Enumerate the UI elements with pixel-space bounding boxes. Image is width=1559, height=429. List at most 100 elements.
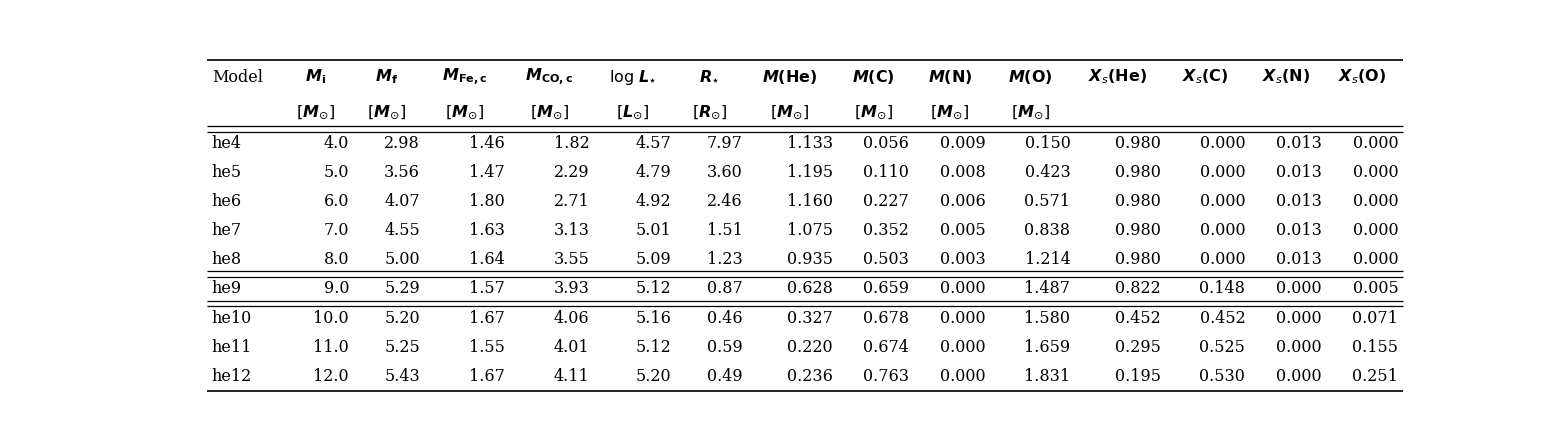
Text: 0.013: 0.013 — [1275, 135, 1322, 152]
Text: 12.0: 12.0 — [313, 368, 349, 385]
Text: 0.46: 0.46 — [706, 310, 742, 326]
Text: 0.503: 0.503 — [864, 251, 909, 269]
Text: 4.06: 4.06 — [553, 310, 589, 326]
Text: 0.822: 0.822 — [1115, 281, 1160, 297]
Text: 3.60: 3.60 — [706, 164, 742, 181]
Text: 1.67: 1.67 — [469, 310, 505, 326]
Text: 0.013: 0.013 — [1275, 222, 1322, 239]
Text: 2.98: 2.98 — [385, 135, 419, 152]
Text: 0.000: 0.000 — [1199, 193, 1246, 210]
Text: 4.57: 4.57 — [636, 135, 672, 152]
Text: 0.000: 0.000 — [1353, 251, 1398, 269]
Text: 5.16: 5.16 — [636, 310, 672, 326]
Text: 1.51: 1.51 — [706, 222, 742, 239]
Text: 0.110: 0.110 — [864, 164, 909, 181]
Text: 1.55: 1.55 — [469, 338, 505, 356]
Text: 0.013: 0.013 — [1275, 251, 1322, 269]
Text: 1.80: 1.80 — [469, 193, 505, 210]
Text: 0.013: 0.013 — [1275, 193, 1322, 210]
Text: 5.00: 5.00 — [385, 251, 419, 269]
Text: 1.64: 1.64 — [469, 251, 505, 269]
Text: 4.0: 4.0 — [324, 135, 349, 152]
Text: 0.571: 0.571 — [1024, 193, 1071, 210]
Text: 0.009: 0.009 — [940, 135, 985, 152]
Text: $\boldsymbol{M}_{\mathbf{Fe,c}}$: $\boldsymbol{M}_{\mathbf{Fe,c}}$ — [443, 66, 488, 88]
Text: 9.0: 9.0 — [324, 281, 349, 297]
Text: 1.133: 1.133 — [787, 135, 833, 152]
Text: he7: he7 — [212, 222, 242, 239]
Text: 0.013: 0.013 — [1275, 164, 1322, 181]
Text: 0.000: 0.000 — [1199, 164, 1246, 181]
Text: 0.000: 0.000 — [1353, 222, 1398, 239]
Text: 1.47: 1.47 — [469, 164, 505, 181]
Text: 1.57: 1.57 — [469, 281, 505, 297]
Text: 1.63: 1.63 — [469, 222, 505, 239]
Text: 0.352: 0.352 — [864, 222, 909, 239]
Text: 0.000: 0.000 — [940, 338, 985, 356]
Text: 1.82: 1.82 — [553, 135, 589, 152]
Text: $[\boldsymbol{M}_{\odot}]$: $[\boldsymbol{M}_{\odot}]$ — [770, 103, 809, 121]
Text: 3.93: 3.93 — [553, 281, 589, 297]
Text: 0.150: 0.150 — [1024, 135, 1071, 152]
Text: 0.87: 0.87 — [706, 281, 742, 297]
Text: 0.000: 0.000 — [1353, 164, 1398, 181]
Text: 5.0: 5.0 — [324, 164, 349, 181]
Text: 0.763: 0.763 — [864, 368, 909, 385]
Text: 0.530: 0.530 — [1199, 368, 1246, 385]
Text: 0.674: 0.674 — [864, 338, 909, 356]
Text: 0.659: 0.659 — [864, 281, 909, 297]
Text: 0.980: 0.980 — [1115, 164, 1160, 181]
Text: 3.55: 3.55 — [553, 251, 589, 269]
Text: 0.452: 0.452 — [1199, 310, 1246, 326]
Text: 3.13: 3.13 — [553, 222, 589, 239]
Text: 0.000: 0.000 — [1353, 193, 1398, 210]
Text: 0.005: 0.005 — [1353, 281, 1398, 297]
Text: 0.525: 0.525 — [1199, 338, 1246, 356]
Text: $\boldsymbol{M}\mathbf{(C)}$: $\boldsymbol{M}\mathbf{(C)}$ — [851, 68, 895, 86]
Text: 1.67: 1.67 — [469, 368, 505, 385]
Text: 0.452: 0.452 — [1115, 310, 1160, 326]
Text: 0.628: 0.628 — [787, 281, 833, 297]
Text: $\boldsymbol{X}_{s}\mathbf{(He)}$: $\boldsymbol{X}_{s}\mathbf{(He)}$ — [1088, 68, 1147, 86]
Text: 0.838: 0.838 — [1024, 222, 1071, 239]
Text: 0.008: 0.008 — [940, 164, 985, 181]
Text: he12: he12 — [212, 368, 253, 385]
Text: 0.678: 0.678 — [864, 310, 909, 326]
Text: 4.92: 4.92 — [636, 193, 672, 210]
Text: 0.195: 0.195 — [1115, 368, 1160, 385]
Text: 0.980: 0.980 — [1115, 222, 1160, 239]
Text: 0.220: 0.220 — [787, 338, 833, 356]
Text: 5.20: 5.20 — [385, 310, 419, 326]
Text: $\boldsymbol{M}_{\mathbf{i}}$: $\boldsymbol{M}_{\mathbf{i}}$ — [306, 68, 326, 86]
Text: 1.46: 1.46 — [469, 135, 505, 152]
Text: 6.0: 6.0 — [324, 193, 349, 210]
Text: $\boldsymbol{M}\mathbf{(O)}$: $\boldsymbol{M}\mathbf{(O)}$ — [1009, 68, 1052, 86]
Text: 0.49: 0.49 — [706, 368, 742, 385]
Text: he5: he5 — [212, 164, 242, 181]
Text: $\boldsymbol{X}_{s}\mathbf{(O)}$: $\boldsymbol{X}_{s}\mathbf{(O)}$ — [1338, 68, 1386, 86]
Text: $[\boldsymbol{M}_{\odot}]$: $[\boldsymbol{M}_{\odot}]$ — [530, 103, 569, 121]
Text: 0.423: 0.423 — [1024, 164, 1071, 181]
Text: 2.71: 2.71 — [553, 193, 589, 210]
Text: 2.46: 2.46 — [706, 193, 742, 210]
Text: $[\boldsymbol{M}_{\odot}]$: $[\boldsymbol{M}_{\odot}]$ — [446, 103, 485, 121]
Text: 5.20: 5.20 — [636, 368, 672, 385]
Text: 7.97: 7.97 — [706, 135, 742, 152]
Text: $[\boldsymbol{L}_{\odot}]$: $[\boldsymbol{L}_{\odot}]$ — [616, 103, 650, 121]
Text: 5.01: 5.01 — [636, 222, 672, 239]
Text: 0.000: 0.000 — [1199, 222, 1246, 239]
Text: $\boldsymbol{X}_{s}\mathbf{(C)}$: $\boldsymbol{X}_{s}\mathbf{(C)}$ — [1182, 68, 1228, 86]
Text: 1.580: 1.580 — [1024, 310, 1071, 326]
Text: 0.000: 0.000 — [1277, 338, 1322, 356]
Text: 0.148: 0.148 — [1199, 281, 1246, 297]
Text: $[\boldsymbol{R}_{\odot}]$: $[\boldsymbol{R}_{\odot}]$ — [692, 103, 726, 121]
Text: 0.155: 0.155 — [1352, 338, 1398, 356]
Text: $\boldsymbol{M}_{\mathbf{f}}$: $\boldsymbol{M}_{\mathbf{f}}$ — [376, 68, 399, 86]
Text: $[\boldsymbol{M}_{\odot}]$: $[\boldsymbol{M}_{\odot}]$ — [931, 103, 970, 121]
Text: $\boldsymbol{M}_{\mathbf{CO,c}}$: $\boldsymbol{M}_{\mathbf{CO,c}}$ — [525, 66, 574, 88]
Text: $\mathbf{\log}\,\boldsymbol{L}_{\boldsymbol{\star}}$: $\mathbf{\log}\,\boldsymbol{L}_{\boldsym… — [610, 68, 656, 87]
Text: 5.12: 5.12 — [636, 281, 672, 297]
Text: 0.005: 0.005 — [940, 222, 985, 239]
Text: 1.075: 1.075 — [787, 222, 833, 239]
Text: 4.07: 4.07 — [385, 193, 419, 210]
